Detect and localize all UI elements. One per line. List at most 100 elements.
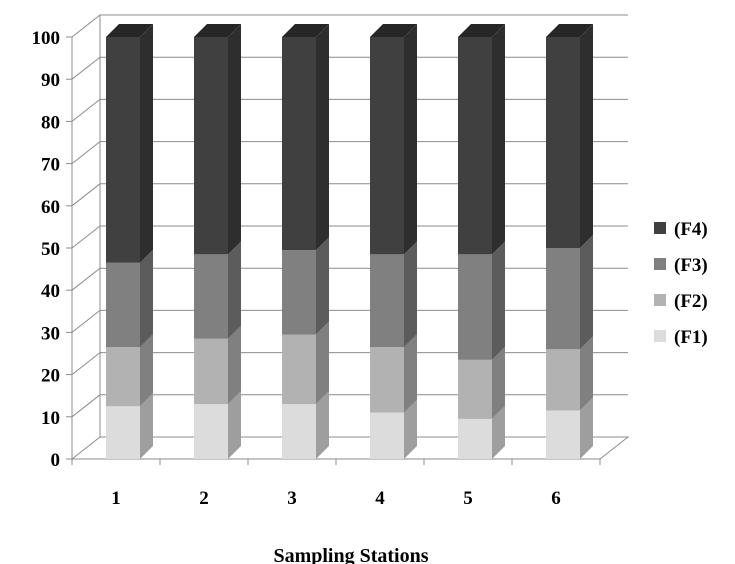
x-tick-label: 5 [463, 488, 473, 509]
gridline [71, 225, 628, 249]
bar-front-face [458, 254, 492, 360]
bar-front-face [282, 334, 316, 405]
gridline [71, 141, 628, 164]
bar-segment-f4-station-6 [546, 24, 593, 248]
bar-segment-f1-station-6 [546, 397, 593, 459]
bar-side-face [228, 24, 241, 255]
floor-edge [100, 436, 630, 460]
bar-segment-f2-station-5 [458, 346, 505, 419]
bar-segment-f1-station-1 [106, 393, 153, 459]
bar-segment-f3-station-6 [546, 235, 593, 350]
bar-front-face [458, 359, 492, 419]
bar-segment-f2-station-6 [546, 336, 593, 411]
y-tick-label: 60 [41, 197, 60, 218]
x-tick-label: 6 [551, 488, 561, 509]
bar-side-face [492, 346, 505, 419]
bar-side-face [140, 249, 153, 348]
x-tick-label: 2 [199, 488, 209, 509]
bar-segment-f4-station-2 [194, 24, 241, 255]
bar-side-face [404, 334, 417, 413]
bar-top-face [458, 24, 505, 37]
gridline [71, 352, 628, 375]
y-tick-label: 80 [41, 112, 60, 133]
bar-front-face [194, 37, 228, 255]
bar-side-face [140, 24, 153, 263]
y-tick-label: 50 [41, 239, 60, 260]
legend-label: (F4) [674, 219, 708, 240]
bar-segment-f3-station-5 [458, 241, 505, 360]
bar-side-face [404, 241, 417, 348]
bar-side-face [140, 393, 153, 459]
y-tick-label: 100 [32, 28, 61, 49]
bar-side-face [580, 397, 593, 459]
bar-front-face [546, 248, 580, 350]
x-tick-label: 4 [375, 488, 385, 509]
bar-segment-f3-station-2 [194, 241, 241, 339]
gridline [71, 394, 628, 418]
y-tick-label: 0 [51, 450, 61, 471]
bar-front-face [546, 410, 580, 459]
legend-swatch [654, 222, 666, 234]
bar-front-face [282, 250, 316, 335]
bar-side-face [492, 405, 505, 459]
bar-front-face [458, 37, 492, 255]
y-tick-label: 10 [41, 408, 60, 429]
bar-side-face [316, 237, 329, 335]
gridline [71, 309, 628, 333]
bar-side-face [404, 24, 417, 255]
gridline [71, 14, 628, 38]
bar-segment-f4-station-1 [106, 24, 153, 263]
legend-item: (F3) [654, 255, 708, 276]
bar-segment-f1-station-3 [282, 391, 329, 459]
bar-front-face [282, 404, 316, 459]
y-tick-label: 40 [41, 281, 60, 302]
bars [106, 24, 593, 459]
bar-front-face [546, 349, 580, 411]
bar-side-face [316, 391, 329, 459]
bar-front-face [106, 37, 140, 263]
bar-top-face [106, 24, 153, 37]
bar-segment-f3-station-1 [106, 249, 153, 348]
y-tick-label: 90 [41, 70, 60, 91]
y-tick-label: 30 [41, 323, 60, 344]
bar-side-face [492, 241, 505, 360]
x-tick-label: 1 [111, 488, 121, 509]
legend: (F4) (F3) (F2) (F1) [654, 219, 708, 348]
legend-label: (F2) [674, 291, 708, 312]
bar-side-face [580, 235, 593, 350]
gridline [71, 56, 628, 80]
legend-item: (F2) [654, 291, 708, 312]
legend-swatch [654, 330, 666, 342]
bar-side-face [228, 325, 241, 405]
x-tick-labels: 1 2 3 4 5 6 [111, 488, 561, 509]
bar-front-face [194, 254, 228, 339]
bar-segment-f4-station-4 [370, 24, 417, 255]
bar-side-face [492, 24, 505, 255]
y-tick-label: 20 [41, 366, 60, 387]
bar-segment-f1-station-2 [194, 391, 241, 459]
bar-side-face [316, 321, 329, 405]
bar-side-face [140, 334, 153, 407]
bar-front-face [546, 37, 580, 248]
legend-label: (F3) [674, 255, 708, 276]
gridlines [71, 14, 628, 418]
legend-label: (F1) [674, 327, 708, 348]
bar-front-face [370, 37, 404, 255]
bar-front-face [370, 254, 404, 348]
gridline [71, 98, 628, 122]
bar-top-face [370, 24, 417, 37]
bar-front-face [106, 406, 140, 459]
bar-segment-f2-station-4 [370, 334, 417, 413]
chart-walls [71, 15, 630, 460]
bar-front-face [106, 262, 140, 348]
bar-segment-f1-station-4 [370, 399, 417, 459]
legend-swatch [654, 258, 666, 270]
bar-front-face [370, 412, 404, 459]
gridline [71, 267, 628, 291]
bar-top-face [194, 24, 241, 37]
bar-front-face [106, 347, 140, 407]
bar-segment-f3-station-4 [370, 241, 417, 348]
bar-segment-f2-station-1 [106, 334, 153, 407]
y-tick-labels: 0 10 20 30 40 50 60 70 80 90 100 [32, 28, 61, 471]
